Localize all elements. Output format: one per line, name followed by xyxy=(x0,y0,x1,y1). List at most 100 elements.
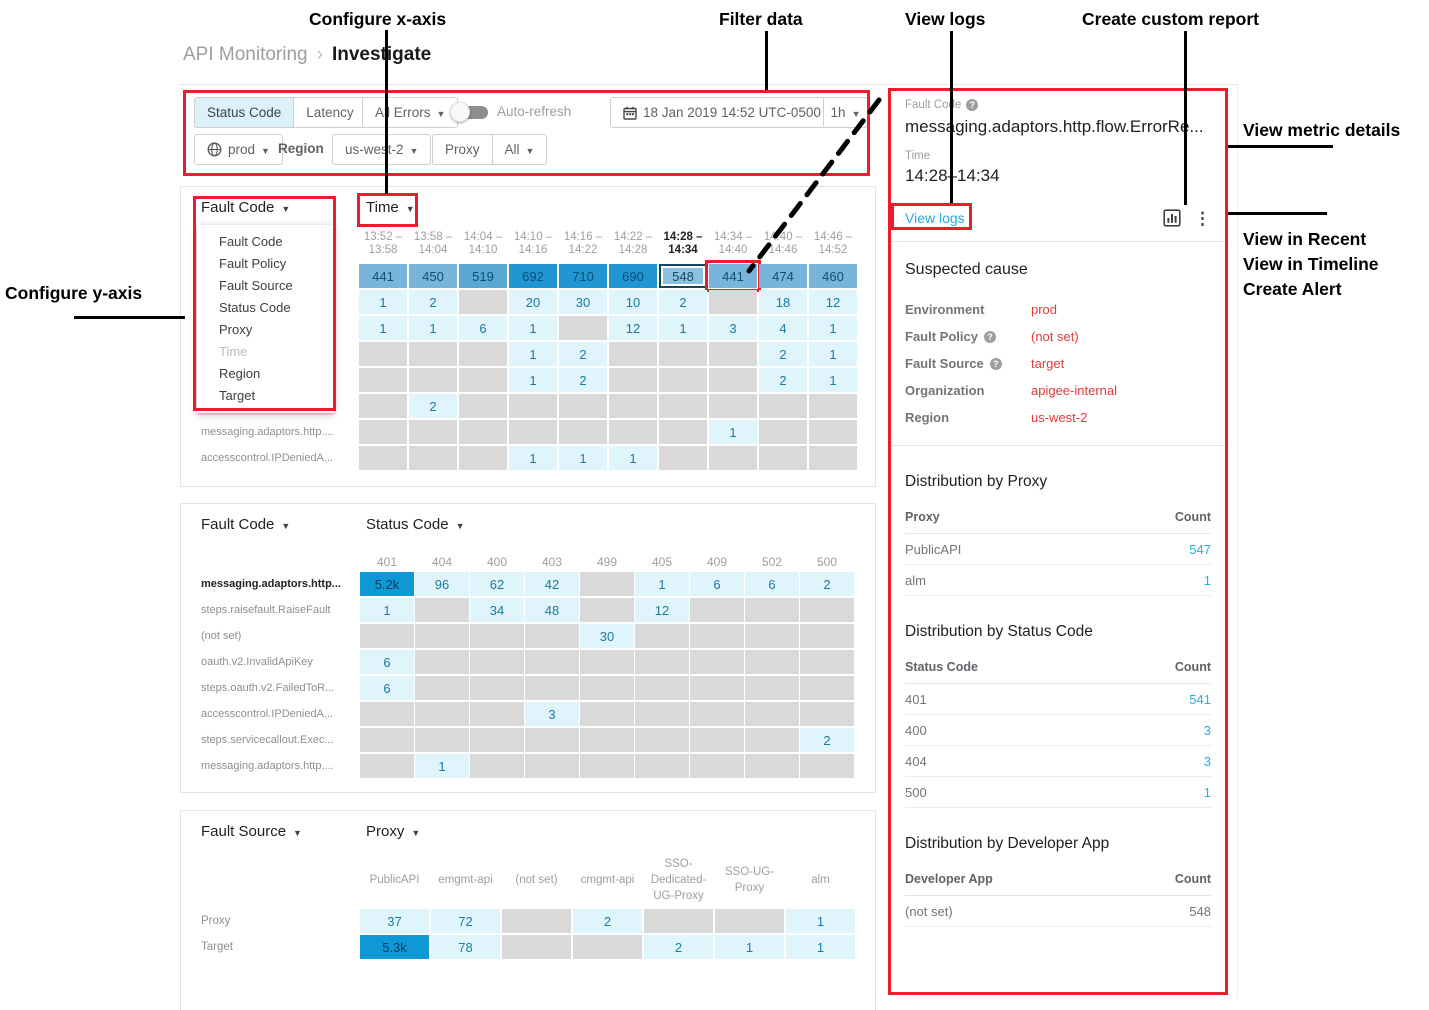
heatmap-cell[interactable] xyxy=(690,702,744,726)
heatmap-cell[interactable]: 1 xyxy=(609,446,657,470)
heatmap-cell[interactable] xyxy=(809,394,857,418)
heatmap-cell[interactable] xyxy=(659,420,707,444)
heatmap-cell[interactable] xyxy=(359,342,407,366)
heatmap-cell[interactable]: 2 xyxy=(659,290,707,314)
axis-menu-item-region[interactable]: Region xyxy=(219,366,261,381)
heatmap-cell[interactable] xyxy=(525,676,579,700)
heatmap-cell[interactable]: 1 xyxy=(559,446,607,470)
heatmap-cell[interactable] xyxy=(509,420,557,444)
heatmap-cell[interactable] xyxy=(409,420,457,444)
heatmap-cell[interactable]: 20 xyxy=(509,290,557,314)
heatmap-cell[interactable] xyxy=(559,394,607,418)
heatmap-cell[interactable] xyxy=(709,394,757,418)
y-axis-selector[interactable]: Fault Source ▼ xyxy=(201,823,302,840)
heatmap-cell[interactable] xyxy=(580,702,634,726)
breadcrumb-parent[interactable]: API Monitoring xyxy=(183,44,308,65)
heatmap-cell[interactable]: 4 xyxy=(759,316,807,340)
heatmap-cell[interactable]: 12 xyxy=(609,316,657,340)
help-icon[interactable]: ? xyxy=(989,357,1002,370)
heatmap-cell[interactable]: 450 xyxy=(409,264,457,288)
heatmap-cell[interactable]: 6 xyxy=(459,316,507,340)
heatmap-cell[interactable] xyxy=(809,420,857,444)
heatmap-cell[interactable] xyxy=(359,394,407,418)
heatmap-cell[interactable]: 18 xyxy=(759,290,807,314)
heatmap-cell[interactable] xyxy=(609,342,657,366)
heatmap-cell[interactable] xyxy=(800,676,854,700)
heatmap-cell[interactable] xyxy=(359,446,407,470)
distribution-count[interactable]: 541 xyxy=(1189,691,1211,707)
heatmap-cell[interactable]: 96 xyxy=(415,572,469,596)
heatmap-cell[interactable]: 12 xyxy=(809,290,857,314)
heatmap-cell[interactable] xyxy=(800,702,854,726)
heatmap-cell[interactable] xyxy=(635,754,689,778)
heatmap-cell[interactable] xyxy=(360,624,414,648)
heatmap-cell[interactable] xyxy=(635,728,689,752)
heatmap-cell[interactable] xyxy=(709,290,757,314)
heatmap-cell[interactable] xyxy=(525,728,579,752)
heatmap-cell[interactable]: 474 xyxy=(759,264,807,288)
heatmap-cell[interactable]: 692 xyxy=(509,264,557,288)
heatmap-cell[interactable]: 12 xyxy=(635,598,689,622)
kebab-menu-icon[interactable]: ⋮ xyxy=(1194,208,1211,228)
heatmap-cell[interactable] xyxy=(409,446,457,470)
view-logs-link[interactable]: View logs xyxy=(905,210,965,226)
axis-menu-item-fault-source[interactable]: Fault Source xyxy=(219,278,293,293)
heatmap-cell[interactable]: 30 xyxy=(559,290,607,314)
heatmap-cell[interactable] xyxy=(415,598,469,622)
heatmap-cell[interactable] xyxy=(580,650,634,674)
heatmap-cell[interactable] xyxy=(759,420,807,444)
heatmap-cell[interactable]: 1 xyxy=(359,316,407,340)
heatmap-cell[interactable] xyxy=(409,368,457,392)
heatmap-cell[interactable]: 441 xyxy=(359,264,407,288)
heatmap-cell[interactable] xyxy=(459,394,507,418)
heatmap-cell[interactable]: 48 xyxy=(525,598,579,622)
heatmap-cell[interactable]: 3 xyxy=(525,702,579,726)
heatmap-cell[interactable]: 1 xyxy=(409,316,457,340)
environment-dropdown[interactable]: prod ▼ xyxy=(194,134,283,165)
heatmap-cell[interactable]: 62 xyxy=(470,572,524,596)
axis-menu-item-status-code[interactable]: Status Code xyxy=(219,300,291,315)
heatmap-cell[interactable]: 1 xyxy=(509,342,557,366)
heatmap-cell[interactable] xyxy=(559,420,607,444)
errors-dropdown[interactable]: All Errors ▼ xyxy=(362,97,459,128)
heatmap-cell[interactable] xyxy=(359,420,407,444)
heatmap-cell[interactable] xyxy=(470,676,524,700)
axis-menu-item-proxy[interactable]: Proxy xyxy=(219,322,253,337)
heatmap-cell[interactable] xyxy=(415,624,469,648)
heatmap-cell[interactable]: 2 xyxy=(800,728,854,752)
heatmap-cell[interactable] xyxy=(470,728,524,752)
heatmap-cell[interactable] xyxy=(709,342,757,366)
heatmap-cell[interactable]: 441 xyxy=(705,260,761,292)
heatmap-cell[interactable] xyxy=(745,650,799,674)
heatmap-cell[interactable] xyxy=(580,728,634,752)
heatmap-cell[interactable] xyxy=(690,650,744,674)
heatmap-cell[interactable] xyxy=(690,598,744,622)
heatmap-cell[interactable]: 72 xyxy=(431,909,500,933)
heatmap-cell[interactable]: 1 xyxy=(809,316,857,340)
heatmap-cell[interactable] xyxy=(690,728,744,752)
time-range-dropdown[interactable]: 1h ▼ xyxy=(823,97,868,128)
heatmap-cell[interactable] xyxy=(745,702,799,726)
heatmap-cell[interactable] xyxy=(659,394,707,418)
heatmap-cell[interactable]: 42 xyxy=(525,572,579,596)
distribution-count[interactable]: 1 xyxy=(1203,784,1211,800)
tab-status-code[interactable]: Status Code xyxy=(194,97,295,128)
axis-menu-item-fault-policy[interactable]: Fault Policy xyxy=(219,256,287,271)
heatmap-cell[interactable] xyxy=(470,754,524,778)
heatmap-cell[interactable] xyxy=(580,572,634,596)
y-axis-selector[interactable]: Fault Code ▼ xyxy=(201,516,291,533)
heatmap-cell[interactable] xyxy=(800,624,854,648)
heatmap-cell[interactable] xyxy=(470,650,524,674)
heatmap-cell[interactable] xyxy=(745,728,799,752)
heatmap-cell[interactable]: 1 xyxy=(809,368,857,392)
heatmap-cell[interactable] xyxy=(800,754,854,778)
heatmap-cell[interactable] xyxy=(573,935,642,959)
heatmap-cell[interactable]: 1 xyxy=(715,935,784,959)
axis-menu-item-fault-code[interactable]: Fault Code xyxy=(219,234,283,249)
heatmap-cell[interactable]: 2 xyxy=(409,290,457,314)
heatmap-cell[interactable] xyxy=(580,754,634,778)
datetime-picker[interactable]: 18 Jan 2019 14:52 UTC-0500 xyxy=(610,97,834,128)
heatmap-cell[interactable] xyxy=(690,624,744,648)
heatmap-cell[interactable]: 1 xyxy=(509,446,557,470)
heatmap-cell[interactable]: 519 xyxy=(459,264,507,288)
